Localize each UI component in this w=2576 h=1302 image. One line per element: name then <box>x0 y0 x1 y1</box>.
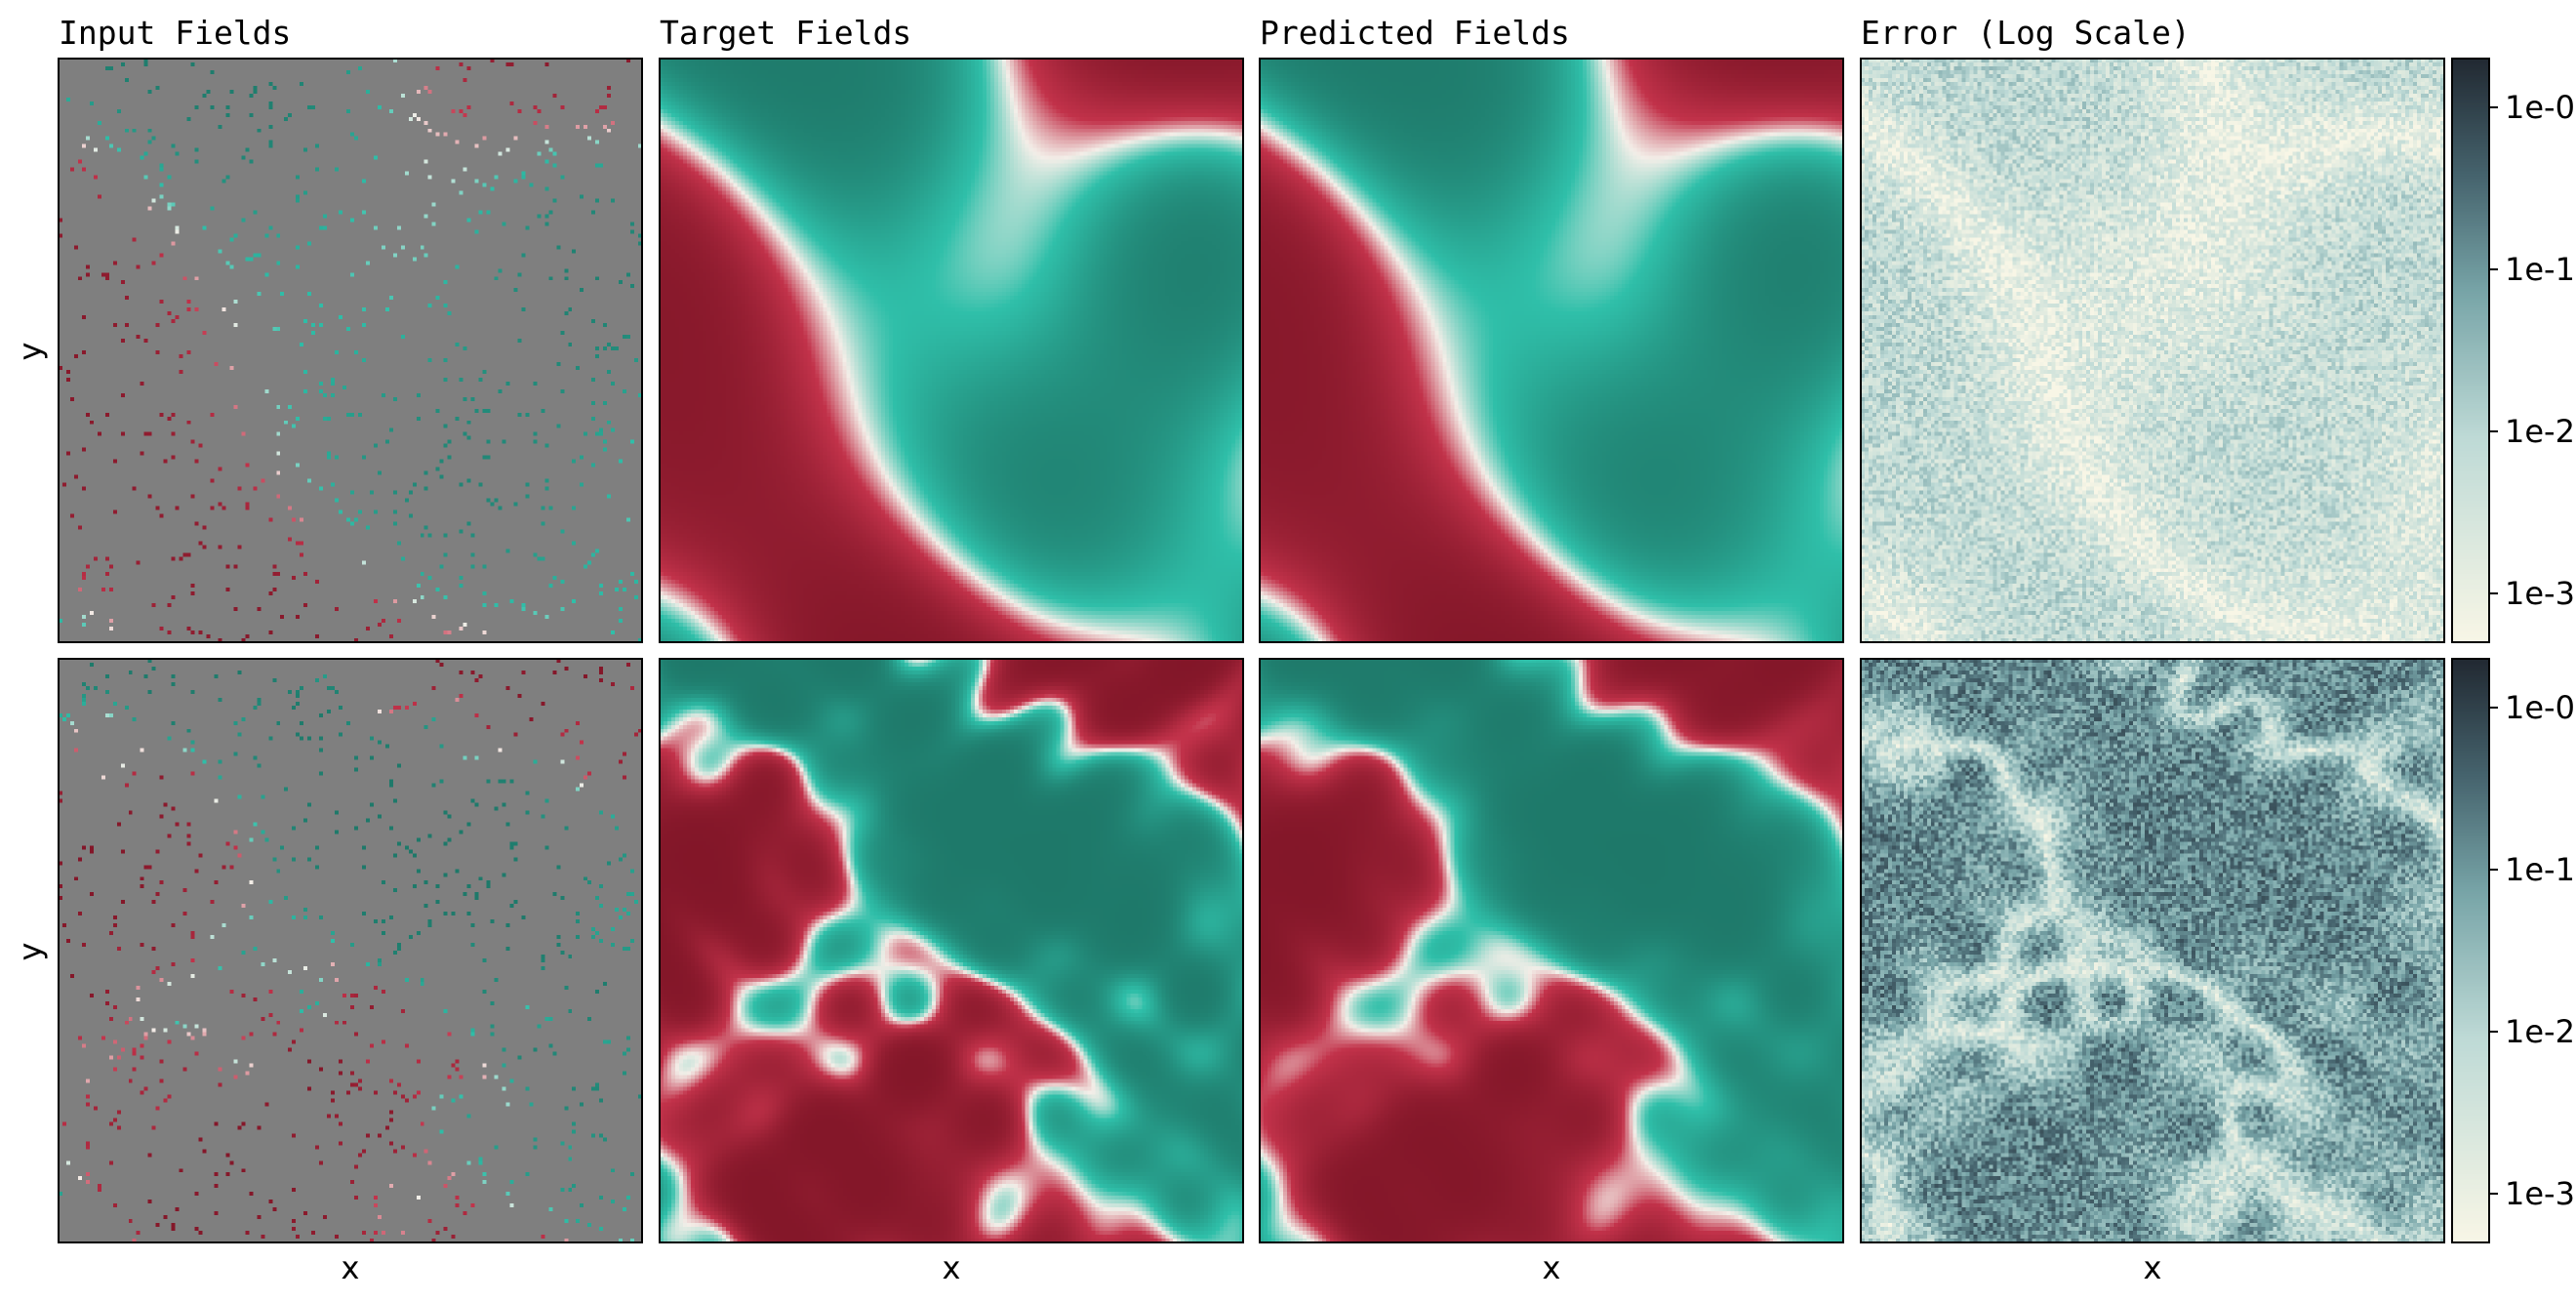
predicted-field-row-1 <box>1260 59 1843 642</box>
colorbar-tick-label: 1e-1 <box>2505 851 2575 888</box>
colorbar-tick-label: 1e-2 <box>2505 1013 2575 1050</box>
colorbar-gradient-row-1 <box>2452 59 2489 642</box>
input-field-row-2 <box>59 659 642 1242</box>
target-field-row-2 <box>660 659 1243 1242</box>
error-field-row-2 <box>1861 659 2444 1242</box>
title-input-fields: Input Fields <box>59 14 291 52</box>
x-axis-label-predicted: x <box>1543 1249 1561 1286</box>
colorbar-tick-label: 1e-1 <box>2505 251 2575 288</box>
x-axis-label-error: x <box>2144 1249 2162 1286</box>
colorbar-gradient-row-2 <box>2452 659 2489 1242</box>
colorbar-tick-label: 1e-0 <box>2505 89 2575 126</box>
colorbar-tick-label: 1e-0 <box>2505 689 2575 726</box>
colorbar-tick-label: 1e-3 <box>2505 575 2575 612</box>
predicted-field-row-2 <box>1260 659 1843 1242</box>
title-predicted-fields: Predicted Fields <box>1260 14 1570 52</box>
error-colorbar-row-1: 1e-0 1e-1 1e-2 1e-3 <box>2489 89 2575 612</box>
title-target-fields: Target Fields <box>660 14 911 52</box>
colorbar-tick-label: 1e-2 <box>2505 413 2575 450</box>
x-axis-label-input: x <box>342 1249 360 1286</box>
title-error-log-scale: Error (Log Scale) <box>1861 14 2191 52</box>
error-field-row-1 <box>1861 59 2444 642</box>
y-axis-label-row-1: y <box>12 343 49 361</box>
colorbar-tick-label: 1e-3 <box>2505 1175 2575 1212</box>
input-field-row-1 <box>59 59 642 642</box>
y-axis-label-row-2: y <box>12 943 49 961</box>
x-axis-label-target: x <box>943 1249 961 1286</box>
error-colorbar-row-2: 1e-0 1e-1 1e-2 1e-3 <box>2489 689 2575 1212</box>
target-field-row-1 <box>660 59 1243 642</box>
